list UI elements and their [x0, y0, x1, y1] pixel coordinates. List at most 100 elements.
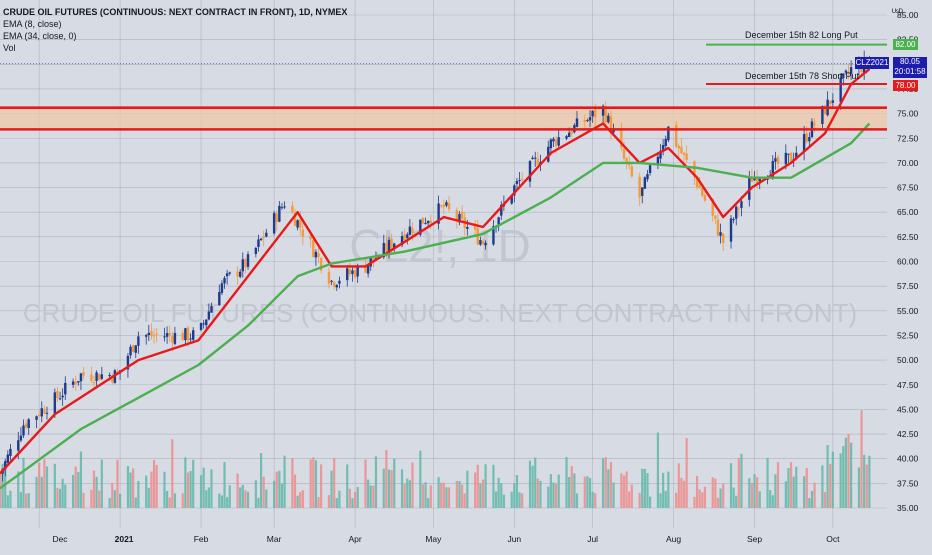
candle-body	[721, 233, 725, 243]
volume-bar	[693, 496, 696, 508]
volume-bar	[74, 466, 77, 508]
last-price-badge: 80.05 20:01:58	[893, 57, 927, 78]
indicator-volume-label[interactable]: Vol	[3, 43, 16, 53]
volume-bar	[312, 457, 315, 508]
candle-body	[534, 157, 537, 159]
candle-body	[275, 213, 278, 223]
short-put-annotation[interactable]: December 15th 78 Short Put	[745, 71, 860, 81]
candle-body	[327, 271, 331, 284]
volume-bar	[813, 482, 816, 508]
volume-bar	[17, 471, 20, 508]
volume-bar	[145, 475, 148, 508]
volume-bar	[442, 482, 445, 508]
volume-bar	[821, 465, 824, 508]
volume-bar	[628, 491, 631, 508]
volume-bar	[622, 475, 626, 508]
volume-bar	[685, 438, 688, 508]
long-put-annotation[interactable]: December 15th 82 Long Put	[745, 30, 858, 40]
volume-bar	[625, 471, 628, 508]
volume-bar	[810, 490, 814, 508]
volume-bar	[254, 480, 257, 508]
volume-bar	[844, 437, 847, 508]
candle-body	[567, 132, 571, 137]
volume-bar	[662, 472, 665, 508]
volume-bar	[239, 487, 242, 508]
candle-body	[437, 203, 440, 224]
volume-bar	[484, 464, 487, 508]
volume-bar	[549, 474, 552, 508]
candle-body	[335, 285, 338, 288]
time-tick-label: Oct	[826, 534, 840, 544]
ema-lines	[0, 68, 871, 490]
candle-body	[802, 134, 806, 152]
volume-bar	[369, 485, 372, 508]
candle-body	[536, 158, 540, 166]
volume-bar	[534, 457, 537, 508]
candle-body	[366, 265, 370, 274]
volume-bar	[591, 491, 594, 508]
indicator-ema8-label[interactable]: EMA (8, close)	[3, 19, 62, 29]
candle-body	[601, 105, 605, 116]
volume-bars	[0, 410, 871, 508]
volume-bar	[789, 462, 793, 508]
volume-bar	[299, 491, 302, 508]
volume-bar	[147, 487, 150, 508]
candle-body	[460, 212, 464, 219]
volume-bar	[656, 432, 660, 508]
candle-body	[612, 129, 615, 133]
volume-bar	[758, 491, 761, 508]
volume-bar	[766, 457, 769, 508]
volume-bar	[515, 475, 519, 508]
candle-body	[627, 162, 631, 166]
volume-bar	[291, 458, 294, 508]
candle-body	[703, 195, 707, 201]
candle-body	[64, 382, 67, 395]
candle-body	[607, 115, 610, 123]
volume-bar	[860, 410, 863, 508]
candle-body	[27, 419, 30, 429]
volume-bar	[301, 490, 304, 508]
volume-bar	[53, 463, 56, 508]
indicator-ema34-label[interactable]: EMA (34, close, 0)	[3, 31, 77, 41]
candle-body	[680, 146, 683, 154]
volume-bar	[536, 478, 539, 508]
candle-body	[755, 176, 759, 183]
volume-bar	[722, 483, 725, 508]
price-tick-label: 70.00	[897, 158, 919, 168]
candle-body	[332, 282, 336, 287]
candle-body	[184, 328, 187, 341]
candle-body	[189, 338, 192, 340]
volume-bar	[228, 485, 231, 508]
volume-bar	[171, 439, 174, 508]
candle-body	[390, 238, 393, 249]
candle-body	[831, 100, 835, 103]
candle-body	[241, 259, 245, 272]
volume-bar	[108, 498, 111, 508]
volume-bar	[787, 468, 790, 508]
volume-bar	[58, 488, 62, 508]
volume-bar	[387, 469, 391, 508]
candle-body	[557, 137, 560, 146]
volume-bar	[374, 456, 378, 508]
candle-body	[58, 398, 62, 400]
volume-bar	[385, 450, 388, 508]
volume-bar	[314, 460, 318, 508]
volume-bar	[408, 480, 411, 508]
volume-bar	[390, 470, 393, 508]
time-axis[interactable]: Dec 2021 Feb Mar Apr May Jun Jul Aug Sep Oct	[52, 534, 840, 544]
candle-body	[693, 161, 696, 178]
candle-body	[272, 213, 276, 234]
volume-bar	[850, 442, 853, 508]
volume-bar	[259, 453, 263, 508]
candle-body	[293, 212, 297, 227]
candle-body	[630, 166, 634, 177]
volume-bar	[455, 480, 458, 508]
volume-bar	[202, 467, 205, 508]
volume-bar	[61, 478, 64, 508]
candle-body	[419, 219, 422, 235]
volume-bar	[638, 492, 641, 508]
volume-bar	[9, 490, 12, 508]
volume-bar	[588, 477, 592, 508]
volume-bar	[275, 471, 278, 508]
